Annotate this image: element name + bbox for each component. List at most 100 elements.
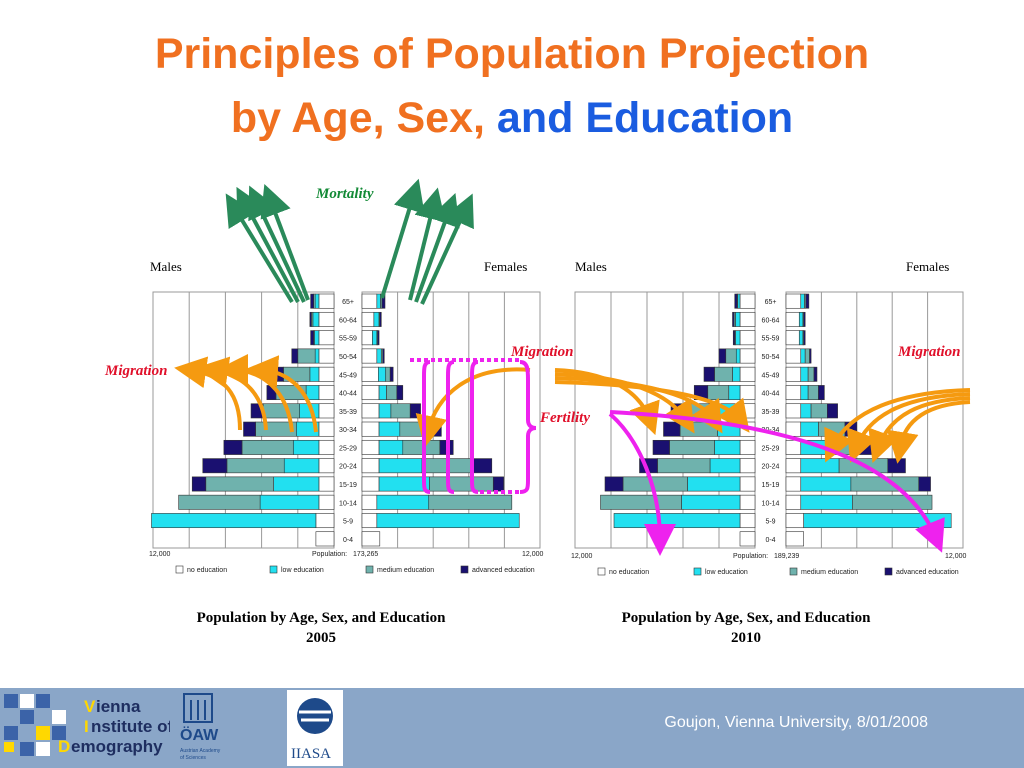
migration-label-center: Migration: [511, 344, 574, 360]
bar-male-advanced-education: [652, 439, 670, 455]
svg-text:ienna: ienna: [96, 697, 141, 716]
age-group-label: 50-54: [762, 354, 780, 361]
legend-entry: medium education: [801, 569, 858, 576]
migration-label-left: Migration: [105, 363, 168, 379]
caption-2005-title: Population by Age, Sex, and Education: [196, 610, 446, 626]
age-group-label: 60-64: [762, 317, 780, 324]
bar-male-medium-education: [600, 494, 682, 510]
caption-2010-title: Population by Age, Sex, and Education: [621, 610, 871, 626]
migration-arrows-2010-females: [824, 388, 971, 464]
bar-female-advanced-education: [379, 311, 382, 327]
age-group-label: 5-9: [765, 519, 775, 526]
bar-male-advanced-education: [243, 421, 256, 437]
svg-text:emography: emography: [71, 737, 163, 756]
bar-female-advanced-education: [377, 330, 380, 346]
females-label-2010: Females: [906, 259, 950, 274]
footer-bar: V ienna I nstitute of D emography ÖAW Au…: [0, 688, 1024, 768]
axis-left-label: 12,000: [149, 551, 171, 558]
legend-swatch: [269, 565, 278, 574]
age-group-label: 25-29: [339, 445, 357, 452]
fertility-label: Fertility: [540, 410, 590, 426]
bar-male-low-education: [151, 513, 317, 529]
females-label-2005: Females: [484, 259, 528, 274]
mortality-label: Mortality: [316, 186, 374, 202]
svg-text:ÖAW: ÖAW: [180, 725, 219, 744]
bar-male-no-education: [315, 531, 335, 547]
age-group-label: 55-59: [762, 336, 780, 343]
bar-female-low-education: [376, 513, 520, 529]
slide-title-line2: by Age, Sex, and Education: [0, 92, 1024, 144]
bar-male-advanced-education: [191, 476, 207, 492]
slide-title-line1: Principles of Population Projection: [154, 30, 870, 78]
mortality-arrows: [225, 178, 474, 305]
bar-male-advanced-education: [310, 293, 314, 309]
legend-entry: advanced education: [472, 567, 535, 574]
bar-female-medium-education: [428, 494, 513, 510]
age-group-label: 20-24: [762, 464, 780, 471]
bar-male-advanced-education: [309, 311, 312, 327]
caption-2010: Population by Age, Sex, and Education 20…: [566, 608, 926, 648]
males-label-2005: Males: [150, 259, 182, 274]
legend-swatch: [884, 567, 893, 576]
bar-female-advanced-education: [382, 348, 385, 364]
svg-text:IIASA: IIASA: [291, 746, 331, 762]
age-group-label: 40-44: [339, 391, 357, 398]
caption-2010-year: 2010: [731, 630, 761, 646]
bar-female-low-education: [803, 513, 952, 529]
legend-entry: no education: [609, 569, 649, 576]
age-group-label: 15-19: [339, 482, 357, 489]
population-value: 189,239: [774, 553, 799, 560]
population-label: Population:: [312, 551, 347, 558]
oaw-logo: ÖAW Austrian Academy of Sciences: [180, 693, 221, 761]
age-group-label: 65+: [765, 299, 777, 306]
legend-swatch: [597, 567, 606, 576]
age-group-label: 20-24: [339, 464, 357, 471]
age-group-label: 15-19: [762, 482, 780, 489]
bar-male-advanced-education: [718, 348, 727, 364]
vienna-institute-logo: V ienna I nstitute of D emography: [0, 688, 170, 768]
fertility-arrows: [608, 410, 945, 556]
age-group-label: 0-4: [765, 537, 775, 544]
age-group-label: 50-54: [339, 354, 357, 361]
pyramid-2005: 65+ 60-64 55-59 50-54 45-49 40-44 35-39 30-34 25…: [149, 291, 544, 574]
bar-female-advanced-education: [826, 403, 838, 419]
bar-male-advanced-education: [703, 366, 715, 382]
bar-male-advanced-education: [202, 458, 228, 474]
iiasa-logo: IIASA: [287, 690, 343, 766]
bar-female-advanced-education: [809, 348, 812, 364]
legend-swatch: [460, 565, 469, 574]
legend-swatch: [365, 565, 374, 574]
population-value: 173,265: [353, 551, 378, 558]
migration-arrows-2005-females: [415, 367, 531, 448]
males-label-2010: Males: [575, 259, 607, 274]
legend-swatch: [175, 565, 184, 574]
bar-male-advanced-education: [732, 311, 735, 327]
svg-text:I: I: [84, 717, 89, 736]
age-group-label: 45-49: [762, 372, 780, 379]
svg-text:nstitute of: nstitute of: [91, 717, 170, 736]
age-group-label: 0-4: [343, 537, 353, 544]
legend-entry: low education: [705, 569, 748, 576]
bar-female-no-education: [785, 531, 805, 547]
age-group-label: 40-44: [762, 391, 780, 398]
legend-entry: low education: [281, 567, 324, 574]
bar-female-advanced-education: [803, 311, 806, 327]
bar-female-advanced-education: [492, 476, 504, 492]
bar-male-medium-education: [178, 494, 261, 510]
axis-left-label: 12,000: [571, 553, 593, 560]
axis-right-label: 12,000: [945, 553, 967, 560]
migration-label-right: Migration: [898, 344, 961, 360]
age-group-label: 25-29: [762, 445, 780, 452]
bar-female-advanced-education: [805, 293, 810, 309]
caption-2005-year: 2005: [306, 630, 336, 646]
age-group-label: 30-34: [339, 427, 357, 434]
bar-female-advanced-education: [818, 385, 825, 401]
bar-male-advanced-education: [310, 330, 314, 346]
age-group-label: 10-14: [762, 500, 780, 507]
svg-text:Austrian Academy: Austrian Academy: [180, 748, 221, 754]
legend-entry: medium education: [377, 567, 434, 574]
bar-female-advanced-education: [918, 476, 931, 492]
bar-female-advanced-education: [813, 366, 818, 382]
bar-male-advanced-education: [604, 476, 624, 492]
bar-male-no-education: [739, 531, 756, 547]
